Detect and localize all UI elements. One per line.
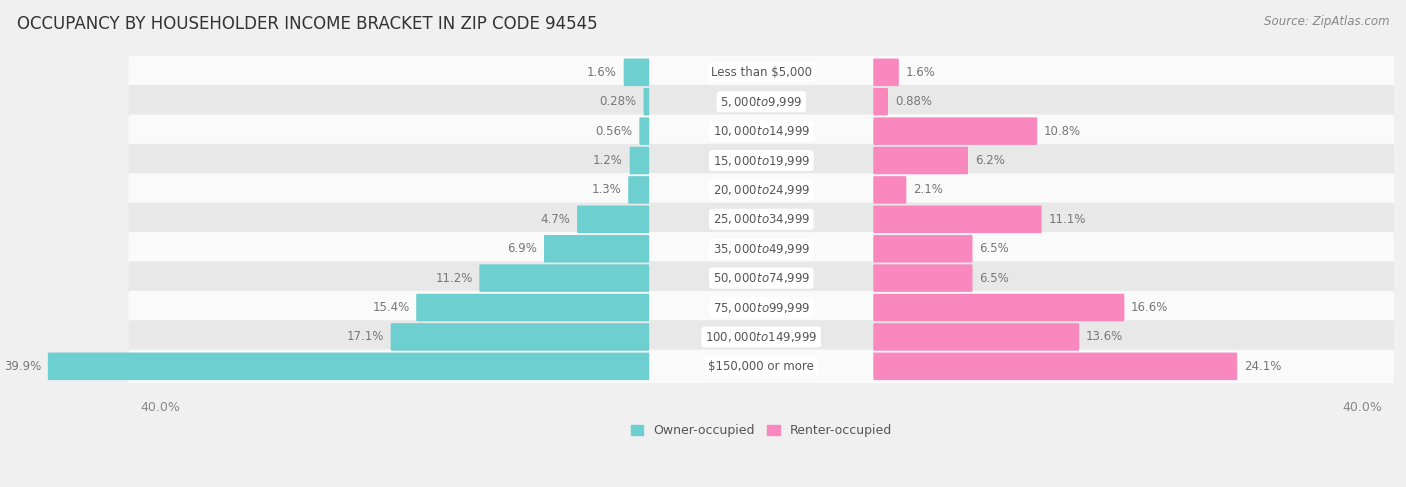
Text: $5,000 to $9,999: $5,000 to $9,999 [720, 95, 803, 109]
Text: $150,000 or more: $150,000 or more [709, 360, 814, 373]
FancyBboxPatch shape [544, 235, 650, 262]
Text: 6.2%: 6.2% [974, 154, 1005, 167]
Text: 1.6%: 1.6% [905, 66, 935, 79]
FancyBboxPatch shape [576, 206, 650, 233]
FancyBboxPatch shape [873, 176, 907, 204]
Text: 6.5%: 6.5% [979, 272, 1010, 284]
Text: 2.1%: 2.1% [912, 184, 943, 196]
Text: $75,000 to $99,999: $75,000 to $99,999 [713, 300, 810, 315]
Text: $25,000 to $34,999: $25,000 to $34,999 [713, 212, 810, 226]
FancyBboxPatch shape [640, 117, 650, 145]
Text: 11.2%: 11.2% [436, 272, 472, 284]
Text: 13.6%: 13.6% [1085, 330, 1123, 343]
FancyBboxPatch shape [873, 264, 973, 292]
Text: Source: ZipAtlas.com: Source: ZipAtlas.com [1264, 15, 1389, 28]
FancyBboxPatch shape [873, 206, 1042, 233]
Text: Less than $5,000: Less than $5,000 [711, 66, 811, 79]
Text: 4.7%: 4.7% [540, 213, 571, 226]
FancyBboxPatch shape [873, 88, 889, 115]
FancyBboxPatch shape [128, 203, 1393, 236]
Text: 17.1%: 17.1% [346, 330, 384, 343]
FancyBboxPatch shape [128, 350, 1393, 383]
Text: 10.8%: 10.8% [1043, 125, 1081, 138]
Text: 39.9%: 39.9% [4, 360, 41, 373]
FancyBboxPatch shape [128, 56, 1393, 89]
FancyBboxPatch shape [128, 173, 1393, 206]
Text: 0.56%: 0.56% [595, 125, 633, 138]
Text: 0.88%: 0.88% [894, 95, 932, 108]
Text: 0.28%: 0.28% [599, 95, 637, 108]
FancyBboxPatch shape [873, 323, 1080, 351]
FancyBboxPatch shape [48, 353, 650, 380]
FancyBboxPatch shape [128, 320, 1393, 354]
FancyBboxPatch shape [128, 262, 1393, 295]
FancyBboxPatch shape [873, 353, 1237, 380]
Text: 1.6%: 1.6% [588, 66, 617, 79]
Text: 15.4%: 15.4% [373, 301, 409, 314]
FancyBboxPatch shape [630, 147, 650, 174]
FancyBboxPatch shape [628, 176, 650, 204]
FancyBboxPatch shape [624, 58, 650, 86]
Text: 1.2%: 1.2% [593, 154, 623, 167]
Text: $100,000 to $149,999: $100,000 to $149,999 [704, 330, 817, 344]
Text: $50,000 to $74,999: $50,000 to $74,999 [713, 271, 810, 285]
Text: $15,000 to $19,999: $15,000 to $19,999 [713, 153, 810, 168]
FancyBboxPatch shape [416, 294, 650, 321]
FancyBboxPatch shape [128, 232, 1393, 265]
FancyBboxPatch shape [479, 264, 650, 292]
Text: 11.1%: 11.1% [1049, 213, 1085, 226]
FancyBboxPatch shape [873, 294, 1125, 321]
FancyBboxPatch shape [873, 58, 898, 86]
FancyBboxPatch shape [873, 235, 973, 262]
FancyBboxPatch shape [128, 114, 1393, 148]
FancyBboxPatch shape [128, 85, 1393, 118]
Text: OCCUPANCY BY HOUSEHOLDER INCOME BRACKET IN ZIP CODE 94545: OCCUPANCY BY HOUSEHOLDER INCOME BRACKET … [17, 15, 598, 33]
Text: $35,000 to $49,999: $35,000 to $49,999 [713, 242, 810, 256]
Text: $20,000 to $24,999: $20,000 to $24,999 [713, 183, 810, 197]
FancyBboxPatch shape [128, 291, 1393, 324]
FancyBboxPatch shape [873, 117, 1038, 145]
FancyBboxPatch shape [873, 147, 967, 174]
Text: 16.6%: 16.6% [1130, 301, 1168, 314]
FancyBboxPatch shape [128, 144, 1393, 177]
FancyBboxPatch shape [644, 88, 650, 115]
Text: 6.9%: 6.9% [508, 242, 537, 255]
Text: 24.1%: 24.1% [1244, 360, 1281, 373]
Legend: Owner-occupied, Renter-occupied: Owner-occupied, Renter-occupied [631, 424, 891, 437]
FancyBboxPatch shape [391, 323, 650, 351]
Text: 6.5%: 6.5% [979, 242, 1010, 255]
Text: $10,000 to $14,999: $10,000 to $14,999 [713, 124, 810, 138]
Text: 1.3%: 1.3% [592, 184, 621, 196]
